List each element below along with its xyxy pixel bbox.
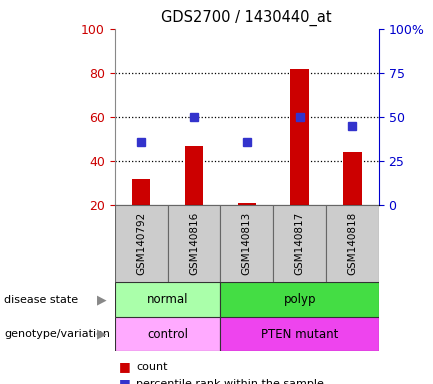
Text: normal: normal	[147, 293, 188, 306]
Bar	[343, 152, 362, 205]
Bar	[220, 317, 379, 351]
Bar	[291, 68, 309, 205]
Text: polyp: polyp	[283, 293, 316, 306]
Bar	[132, 179, 150, 205]
Text: control: control	[147, 328, 188, 341]
Bar	[326, 205, 379, 282]
Text: ■: ■	[119, 360, 131, 373]
Text: percentile rank within the sample: percentile rank within the sample	[136, 379, 324, 384]
Text: GSM140813: GSM140813	[242, 212, 252, 275]
Bar	[220, 205, 273, 282]
Text: count: count	[136, 362, 168, 372]
Text: GSM140818: GSM140818	[347, 212, 358, 275]
Bar	[273, 205, 326, 282]
Text: ▶: ▶	[97, 328, 107, 341]
Bar	[168, 205, 220, 282]
Text: ▶: ▶	[97, 293, 107, 306]
Text: genotype/variation: genotype/variation	[4, 329, 110, 339]
Text: PTEN mutant: PTEN mutant	[261, 328, 338, 341]
Bar	[220, 282, 379, 317]
Bar	[115, 282, 220, 317]
Text: disease state: disease state	[4, 295, 78, 305]
Bar	[115, 205, 168, 282]
Title: GDS2700 / 1430440_at: GDS2700 / 1430440_at	[162, 10, 332, 26]
Text: GSM140792: GSM140792	[136, 212, 146, 275]
Bar	[115, 317, 220, 351]
Bar	[238, 203, 256, 205]
Bar	[185, 146, 203, 205]
Text: GSM140817: GSM140817	[294, 212, 305, 275]
Text: ■: ■	[119, 377, 131, 384]
Text: GSM140816: GSM140816	[189, 212, 199, 275]
